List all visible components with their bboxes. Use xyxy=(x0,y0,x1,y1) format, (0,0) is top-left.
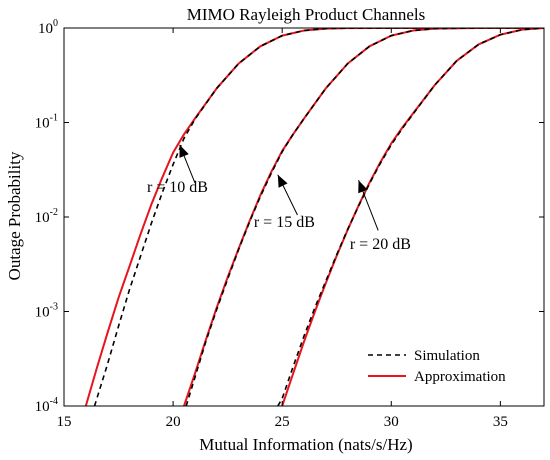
series-simulation-r-15-db xyxy=(185,28,544,406)
annotation-label: r = 20 dB xyxy=(350,236,411,253)
y-tick-label: 100 xyxy=(38,18,58,37)
x-tick-label: 15 xyxy=(57,414,72,430)
annotation-arrowhead xyxy=(179,144,189,158)
x-tick-label: 30 xyxy=(384,414,399,430)
y-axis-label: Outage Probability xyxy=(5,151,24,280)
y-tick-label: 10-3 xyxy=(35,302,58,321)
axes: 15 20 25 30 35 10-4 10-3 10-2 10-1 100 xyxy=(35,18,545,430)
annotation-label: r = 15 dB xyxy=(254,214,315,231)
legend-entry-label: Approximation xyxy=(414,369,506,385)
x-tick-label: 25 xyxy=(275,414,290,430)
series-approximation-r-15-db xyxy=(183,28,544,406)
annotations: r = 10 dB r = 15 dB r = 20 dB xyxy=(147,144,411,253)
x-axis-label: Mutual Information (nats/s/Hz) xyxy=(199,435,412,454)
x-tick-label: 20 xyxy=(166,414,181,430)
series-simulation-r-10-db xyxy=(93,28,544,406)
legend-entry-label: Simulation xyxy=(414,348,480,364)
annotation-arrowhead xyxy=(358,180,368,194)
series-approximation-r-10-db xyxy=(84,28,544,406)
annotation-arrowhead xyxy=(277,174,288,188)
chart-title: MIMO Rayleigh Product Channels xyxy=(187,5,425,24)
y-tick-label: 10-2 xyxy=(35,207,58,226)
y-tick-label: 10-1 xyxy=(35,113,58,132)
legend: Simulation Approximation xyxy=(368,348,506,385)
series-simulation-r-20-db xyxy=(277,28,544,406)
annotation-label: r = 10 dB xyxy=(147,179,208,196)
plot-area xyxy=(84,28,544,406)
y-tick-label: 10-4 xyxy=(35,396,58,415)
x-tick-label: 35 xyxy=(493,414,508,430)
